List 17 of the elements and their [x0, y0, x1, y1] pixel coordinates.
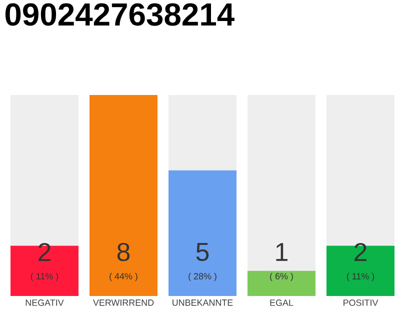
annotation: ( 44% ): [110, 272, 138, 282]
x-tick-label: NEGATIV: [26, 300, 64, 306]
data-label: 5: [196, 242, 209, 262]
annotation: ( 28% ): [188, 272, 216, 282]
x-tick-label: VERWIRREND: [92, 300, 154, 306]
data-label: 1: [276, 243, 288, 261]
annotation: ( 6% ): [270, 272, 293, 282]
annotation: ( 11% ): [346, 272, 374, 282]
x-tick-label: POSITIV: [344, 300, 378, 306]
data-label: 2: [38, 242, 50, 262]
data-label: 8: [117, 242, 130, 262]
x-tick-label: UNBEKANNTE: [172, 300, 233, 306]
bar: [248, 270, 316, 296]
chart-title: 0902427638214: [5, 3, 234, 26]
x-tick-label: EGAL: [270, 300, 294, 306]
annotation: ( 11% ): [30, 272, 58, 282]
data-label: 2: [354, 242, 366, 262]
